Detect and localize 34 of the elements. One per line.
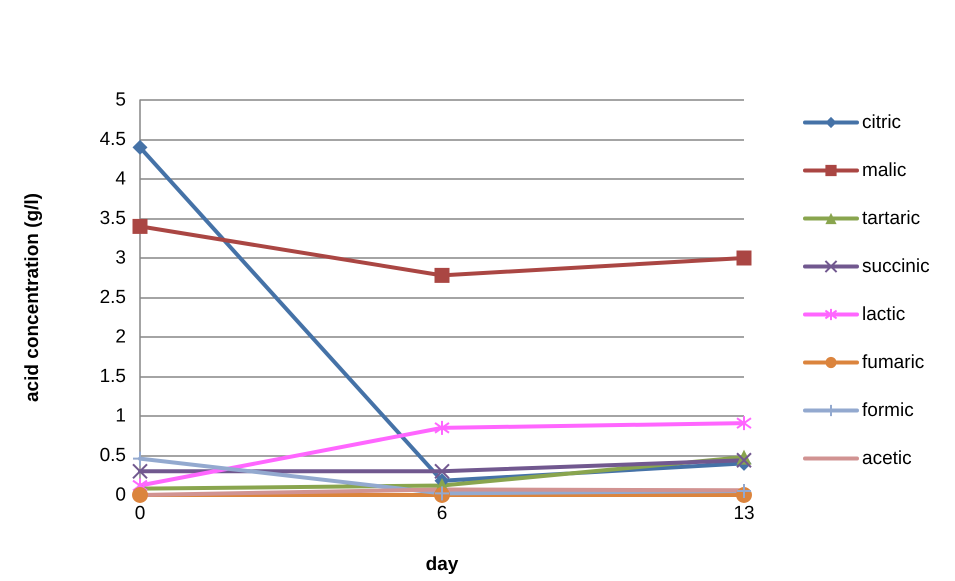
y-tick-label: 3 <box>115 248 126 268</box>
y-tick-label: 0 <box>115 484 126 506</box>
point <box>434 463 450 480</box>
point <box>132 218 148 234</box>
y-axis-title: acid concentration (g/l) <box>22 192 43 402</box>
legend-label: acetic <box>862 448 912 469</box>
point <box>132 140 148 155</box>
y-tick-label: 5 <box>115 90 126 110</box>
y-tick-label: 4.5 <box>100 129 126 150</box>
x-tick-label: 13 <box>733 503 755 524</box>
point <box>736 250 752 266</box>
point <box>132 463 148 480</box>
x-axis-title: day <box>426 554 459 575</box>
x-tick-label: 0 <box>134 503 146 524</box>
y-tick-label: 2 <box>115 326 126 348</box>
legend-label: tartaric <box>862 208 920 229</box>
legend-label: citric <box>862 112 902 133</box>
point <box>132 487 148 503</box>
y-tick-label: 1 <box>115 406 126 426</box>
legend-label: malic <box>862 160 906 181</box>
y-tick-label: 4 <box>115 168 126 190</box>
y-tick-label: 3.5 <box>100 208 126 229</box>
legend-label: succinic <box>862 256 930 277</box>
point <box>736 483 752 500</box>
x-tick-label: 6 <box>436 503 448 524</box>
y-tick-label: 0.5 <box>100 445 126 466</box>
legend-label: fumaric <box>862 352 924 373</box>
point <box>434 268 450 283</box>
point <box>736 415 752 432</box>
y-tick-label: 2.5 <box>100 287 126 308</box>
legend-label: formic <box>862 400 914 421</box>
y-tick-label: 1.5 <box>100 366 126 387</box>
legend-label: lactic <box>862 304 906 325</box>
point <box>434 420 450 436</box>
